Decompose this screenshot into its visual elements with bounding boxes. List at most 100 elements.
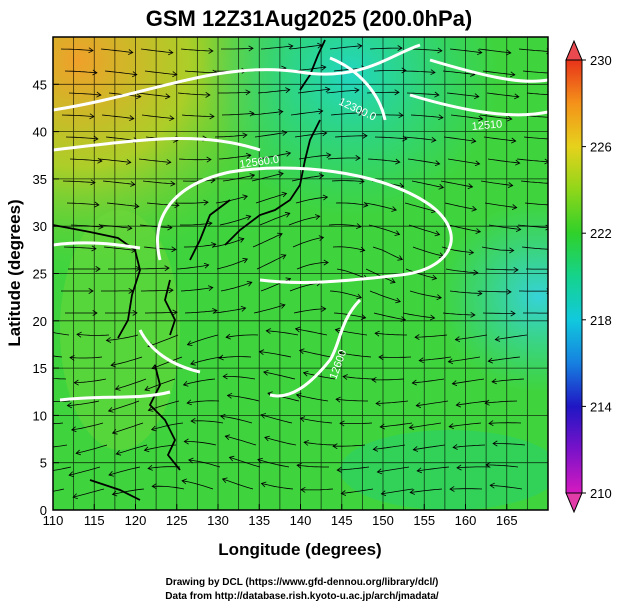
streamline-arrowhead [264,435,270,442]
streamline-arrowhead [477,290,483,297]
streamline-arrowhead [182,380,189,387]
streamline [328,224,361,228]
streamline [187,334,219,346]
streamline [180,48,213,52]
streamline-arrowhead [169,115,175,122]
streamline [303,372,336,380]
streamline [412,378,445,384]
streamline [330,112,363,116]
streamline-arrowhead [35,446,39,451]
footer-credit-data: Data from http://database.rish.kyoto-u.a… [165,591,439,602]
streamline [53,355,63,358]
streamline-arrowhead [128,49,134,55]
streamline-arrowhead [285,150,292,157]
streamline [482,312,515,314]
streamline-arrowhead [207,220,213,227]
streamline-arrowhead [378,354,384,361]
streamline-arrowhead [224,434,231,440]
streamline-arrowhead [550,247,554,252]
streamline [143,246,176,250]
y-tick-label: 30 [33,219,47,234]
streamline-arrowhead [362,132,368,139]
streamline [410,488,443,493]
streamline [456,400,489,406]
streamline [526,92,548,95]
streamline-arrowhead [281,130,288,136]
colorbar-scale [565,59,583,494]
streamline-arrowhead [298,348,305,355]
streamline-arrowhead [90,179,96,186]
streamline [69,158,102,162]
streamline-arrowhead [412,446,419,452]
streamline-arrowhead [416,467,423,474]
streamline-arrowhead [513,266,519,273]
streamline [412,246,444,257]
streamline-arrowhead [147,406,154,412]
streamline-arrowhead [507,115,513,122]
streamline [413,444,446,451]
x-tick-label: 130 [207,513,229,528]
y-tick-label: 35 [33,172,47,187]
streamline [296,262,329,270]
streamline-arrowhead [314,214,321,220]
coastlines [53,39,326,501]
streamline-arrowhead [147,464,153,471]
streamline [479,114,512,120]
streamline [53,400,71,402]
streamline-arrowhead [240,305,247,312]
streamline [291,175,324,182]
streamline [258,152,291,160]
x-tick-label: 110 [43,513,64,528]
streamline [187,400,220,404]
streamline-arrowhead [108,471,114,477]
streamline-arrowhead [436,294,442,301]
streamline [402,312,435,319]
streamline-arrowhead [545,224,548,231]
streamline-arrowhead [414,334,420,340]
streamline-arrowhead [295,392,302,399]
streamline [419,356,452,361]
wind-streamlines [35,42,559,499]
x-tick-label: 145 [331,513,353,528]
x-axis-ticks: 110 115 120 125 130 135 140 145 150 155 160 165 [43,504,518,528]
streamline-arrowhead [300,486,306,493]
streamline [405,268,437,279]
streamline-arrowhead [515,226,522,232]
streamline [213,307,246,314]
streamline-arrowhead [88,47,94,54]
streamline-arrowhead [395,297,401,304]
streamline [74,378,107,384]
streamline-arrowhead [71,426,77,433]
streamline-arrowhead [144,385,150,392]
streamline [376,400,409,404]
streamline-arrowhead [544,158,548,165]
streamline-arrowhead [226,392,233,399]
streamline [184,70,217,74]
streamline-arrowhead [489,482,495,489]
streamline-arrowhead [397,255,404,261]
streamline-arrowhead [303,440,309,446]
y-tick-label: 45 [33,77,47,92]
streamline-arrowhead [494,336,501,342]
streamline [108,400,140,412]
streamline [62,180,96,184]
streamline [53,422,64,425]
streamline-arrowhead [168,287,174,294]
streamline-arrowhead [318,235,325,241]
streamline [73,488,105,498]
streamline [142,180,175,185]
x-tick-label: 160 [455,513,477,528]
streamline [141,114,174,119]
streamline-arrowhead [555,92,559,97]
streamline [100,48,133,53]
streamline [485,268,518,271]
streamline [339,352,372,358]
streamline [488,224,521,230]
x-tick-label: 135 [248,513,270,528]
streamline-arrowhead [335,396,341,403]
streamline [101,114,134,119]
streamline-arrowhead [265,328,271,334]
streamline [151,356,183,369]
streamline [521,246,548,250]
streamline [370,114,404,116]
